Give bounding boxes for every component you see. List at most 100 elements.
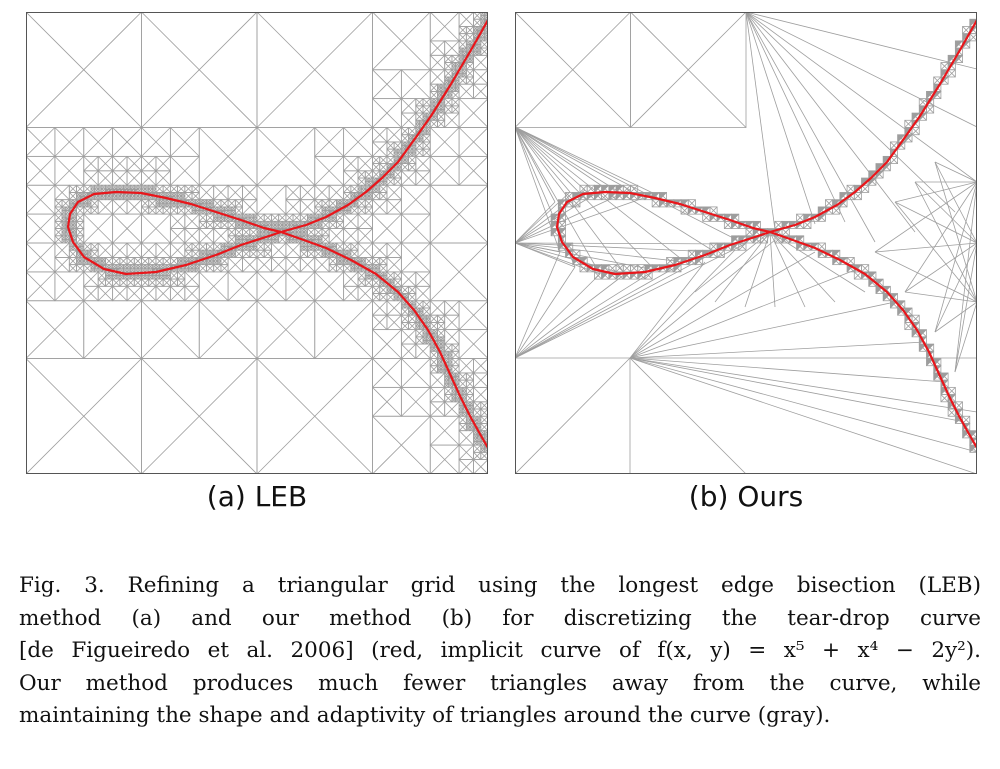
mesh-edge	[54, 257, 70, 273]
mesh-edge	[278, 213, 287, 222]
mesh-edge	[458, 55, 464, 60]
mesh-edge	[54, 271, 85, 302]
mesh-edge	[188, 257, 193, 262]
mesh-edge	[383, 271, 388, 276]
mesh-edge	[451, 55, 460, 63]
mesh-edge	[343, 213, 359, 229]
mesh-edge	[448, 87, 453, 92]
mesh-edge	[72, 210, 77, 215]
mesh-edge	[300, 228, 305, 233]
mesh-edge	[65, 231, 70, 237]
mesh-edge	[213, 199, 222, 208]
mesh-edge	[393, 271, 402, 280]
mesh-edge	[245, 224, 251, 229]
mesh-edge	[429, 40, 445, 56]
mesh-edge	[429, 109, 435, 114]
mesh-edge	[141, 170, 157, 186]
mesh-edge	[166, 275, 171, 280]
mesh-edge	[61, 235, 66, 240]
mesh-edge	[451, 394, 456, 399]
mesh-edge	[180, 267, 186, 273]
mesh-edge	[271, 235, 276, 240]
mesh-edge	[321, 213, 326, 219]
mesh-edge	[386, 177, 395, 186]
mesh-edge	[372, 213, 402, 244]
mesh-edge	[458, 408, 464, 413]
mesh-edge	[415, 105, 424, 114]
mesh-edge	[141, 213, 171, 244]
mesh-edge	[314, 156, 344, 186]
mesh-edge	[130, 195, 135, 200]
mesh-edge	[289, 239, 294, 244]
mesh-edge	[220, 217, 225, 222]
mesh-edge	[83, 199, 88, 204]
mesh-edge	[473, 36, 478, 42]
mesh-edge	[350, 203, 355, 208]
mesh-edge	[198, 264, 207, 273]
mesh-edge	[126, 267, 131, 273]
mesh-edge	[473, 401, 482, 410]
mesh-edge	[198, 184, 214, 200]
mesh-edge	[162, 271, 168, 276]
mesh-edge	[141, 156, 157, 172]
mesh-edge	[97, 195, 103, 200]
mesh-edge	[159, 203, 164, 208]
mesh-edge	[155, 203, 160, 208]
mesh-edge	[69, 206, 74, 211]
mesh-edge	[462, 55, 467, 60]
mesh-edge	[336, 260, 341, 265]
mesh-edge	[180, 260, 186, 265]
mesh-edge	[473, 83, 488, 99]
mesh-edge	[372, 170, 381, 179]
mesh-edge	[422, 336, 427, 341]
mesh-edge	[227, 199, 236, 208]
mesh-edge	[466, 426, 471, 431]
mesh-edge	[466, 26, 474, 34]
mesh-edge	[227, 253, 233, 258]
mesh-edge	[271, 257, 287, 273]
mesh-edge	[94, 267, 99, 273]
mesh-edge	[401, 170, 417, 186]
mesh-edge	[332, 217, 337, 222]
mesh-edge	[263, 231, 269, 237]
teardrop-curve	[66, 19, 488, 449]
mesh-edge	[415, 329, 424, 338]
mesh-edge	[437, 358, 442, 363]
mesh-edge	[372, 188, 377, 193]
mesh-edge	[198, 127, 258, 186]
mesh-edge	[325, 210, 330, 215]
mesh-edge	[408, 311, 413, 316]
mesh-edge	[325, 242, 330, 247]
mesh-edge	[300, 242, 305, 247]
mesh-edge	[325, 217, 330, 222]
mesh-edge	[480, 430, 485, 435]
mesh-edge	[144, 184, 150, 190]
mesh-edge	[61, 231, 66, 237]
mesh-edge	[383, 177, 388, 182]
mesh-edge	[148, 188, 153, 193]
mesh-edge	[448, 365, 453, 370]
mesh-edge	[119, 257, 128, 265]
mesh-edge	[115, 195, 121, 200]
mesh-edge	[191, 249, 200, 258]
mesh-edge	[76, 235, 85, 244]
mesh-edge	[364, 184, 370, 190]
mesh-edge	[191, 210, 196, 215]
mesh-edge	[119, 264, 124, 269]
mesh-edge	[383, 170, 388, 175]
mesh-edge	[444, 379, 449, 385]
mesh-edge	[476, 44, 482, 49]
mesh-edge	[133, 264, 139, 269]
mesh-edge	[177, 195, 182, 200]
mesh-edge	[170, 127, 200, 157]
mesh-edge	[206, 203, 211, 208]
mesh-edge	[191, 267, 196, 273]
mesh-edge	[242, 257, 258, 273]
mesh-edge	[79, 192, 85, 197]
mesh-edge	[155, 286, 171, 302]
mesh-edge	[429, 314, 438, 323]
mesh-edge	[162, 199, 168, 204]
mesh-edge	[346, 206, 352, 211]
mesh-edge	[372, 358, 402, 388]
mesh-edge	[72, 199, 77, 204]
